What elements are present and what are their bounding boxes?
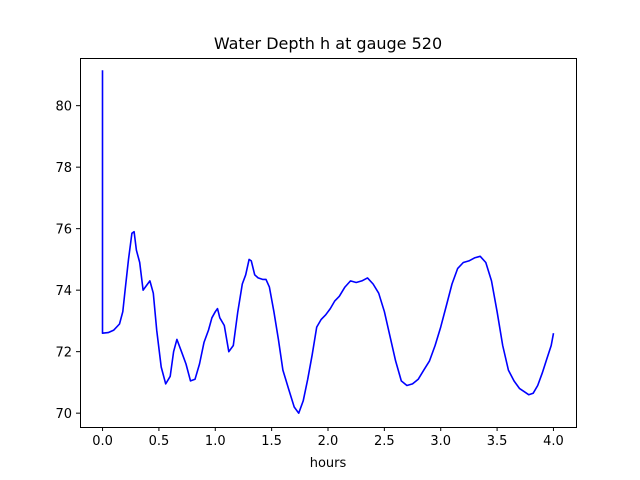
y-tick-label: 70 xyxy=(55,407,72,422)
x-tick-label: 3.0 xyxy=(430,434,451,449)
y-tick-label: 74 xyxy=(55,284,72,299)
y-tick-label: 80 xyxy=(55,100,72,115)
y-tick-label: 78 xyxy=(55,161,72,176)
chart-title: Water Depth h at gauge 520 xyxy=(214,34,442,53)
y-axis-ticks: 70 72 74 76 78 80 xyxy=(55,100,80,422)
x-tick-label: 4.0 xyxy=(543,434,564,449)
x-axis-ticks: 0.0 0.5 1.0 1.5 2.0 2.5 3.0 3.5 4.0 xyxy=(92,427,564,449)
x-tick-label: 2.5 xyxy=(374,434,395,449)
water-depth-series-line xyxy=(101,70,555,415)
y-tick-label: 72 xyxy=(55,346,72,361)
plot-area xyxy=(80,58,576,427)
x-tick-label: 1.0 xyxy=(205,434,226,449)
x-tick-label: 0.5 xyxy=(149,434,170,449)
x-tick-label: 3.5 xyxy=(487,434,508,449)
x-tick-label: 1.5 xyxy=(261,434,282,449)
x-tick-label: 0.0 xyxy=(92,434,113,449)
x-axis-label: hours xyxy=(310,456,347,471)
y-tick-label: 76 xyxy=(55,223,72,238)
plot-frame xyxy=(80,58,577,428)
x-tick-label: 2.0 xyxy=(318,434,339,449)
